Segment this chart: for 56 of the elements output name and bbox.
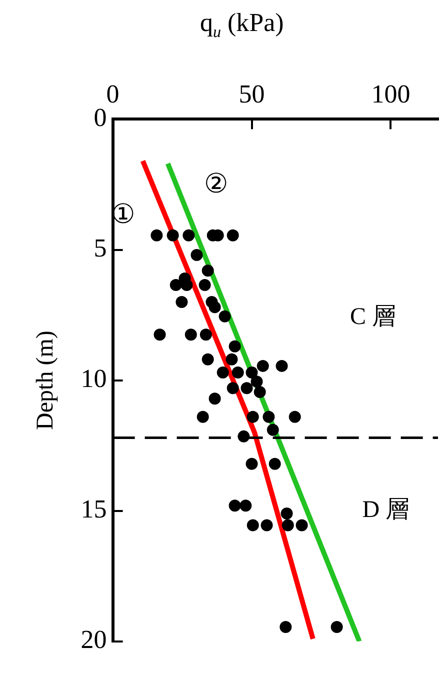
point	[232, 366, 244, 378]
point	[228, 500, 241, 512]
point	[166, 229, 179, 242]
point	[170, 279, 182, 291]
point	[288, 410, 301, 423]
point	[280, 621, 292, 634]
point	[330, 621, 343, 634]
point	[216, 366, 229, 378]
point	[246, 410, 259, 423]
y-tick-label: 20	[80, 625, 107, 654]
point	[246, 458, 258, 470]
point	[256, 360, 269, 372]
point	[296, 519, 308, 532]
point	[262, 410, 275, 423]
y-tick-label: 10	[80, 364, 107, 394]
x-axis-title: q$_{u}$ (kPa)	[200, 8, 284, 42]
y-axis-title: Depth (m)	[32, 330, 59, 430]
point	[218, 310, 231, 322]
annotation: C 層	[350, 304, 396, 330]
point	[208, 392, 221, 405]
point	[184, 328, 197, 341]
point	[250, 376, 263, 388]
x-tick-label: 100	[371, 79, 410, 108]
point	[202, 264, 214, 277]
point	[280, 507, 293, 520]
point	[240, 382, 253, 394]
point	[260, 519, 273, 532]
x-tick-label: 50	[238, 79, 265, 108]
point	[208, 301, 221, 314]
point	[180, 279, 193, 291]
point	[254, 386, 266, 398]
point	[268, 458, 281, 470]
point	[246, 519, 259, 532]
point	[276, 360, 288, 372]
y-tick-label: 15	[80, 494, 107, 524]
series-label: ②	[204, 168, 228, 199]
point	[202, 353, 214, 366]
point	[226, 382, 239, 394]
point	[226, 353, 238, 366]
point	[200, 328, 212, 341]
y-tick-label: 0	[94, 103, 107, 132]
annotation: D 層	[362, 497, 410, 524]
point	[176, 296, 188, 308]
point	[150, 229, 163, 242]
y-tick-label: 5	[94, 234, 107, 263]
point	[196, 410, 209, 423]
point	[226, 229, 239, 242]
point	[228, 340, 241, 352]
point	[190, 248, 203, 261]
point	[282, 519, 294, 532]
point	[198, 279, 211, 291]
point	[240, 500, 252, 512]
point	[246, 366, 258, 378]
point	[154, 328, 166, 341]
point	[266, 424, 279, 436]
point	[182, 229, 195, 242]
